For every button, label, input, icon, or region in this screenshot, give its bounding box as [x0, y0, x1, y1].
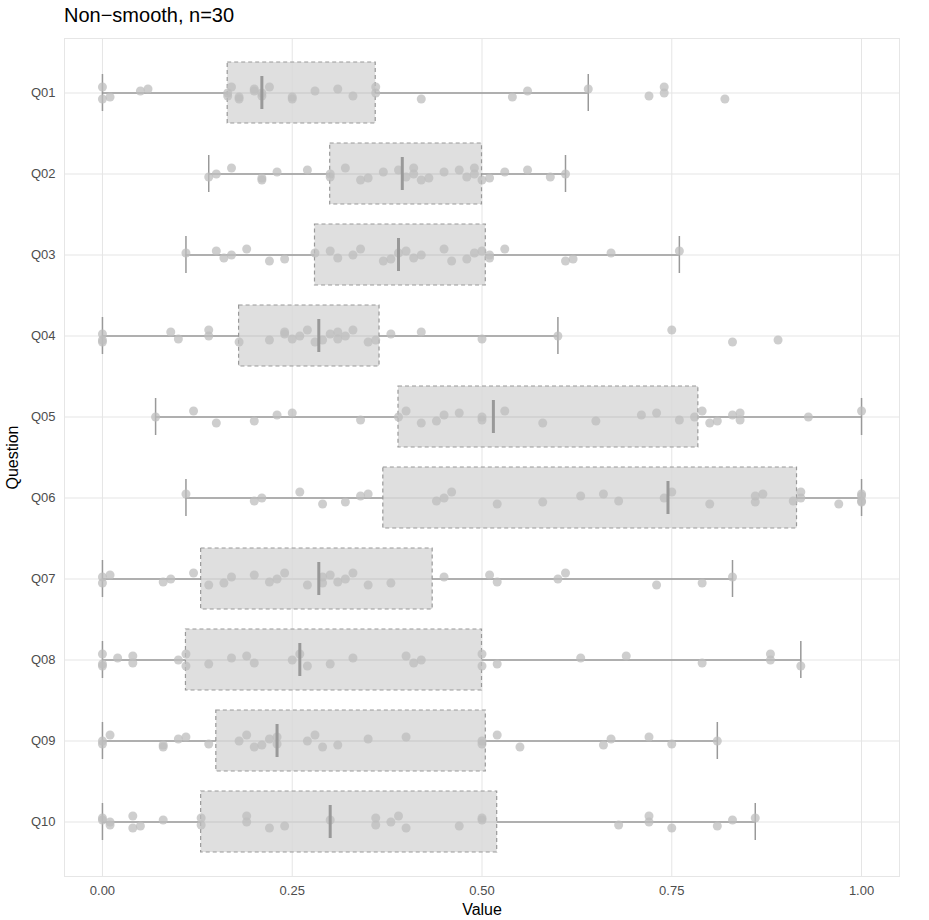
svg-text:Q05: Q05 [31, 409, 56, 424]
svg-text:Q03: Q03 [31, 247, 56, 262]
svg-text:Q08: Q08 [31, 652, 56, 667]
svg-text:Q04: Q04 [31, 328, 56, 343]
svg-text:Q02: Q02 [31, 166, 56, 181]
svg-text:0.75: 0.75 [659, 883, 684, 898]
svg-text:Q09: Q09 [31, 733, 56, 748]
svg-text:0.25: 0.25 [280, 883, 305, 898]
svg-text:Q07: Q07 [31, 571, 56, 586]
svg-text:Value: Value [462, 901, 502, 918]
svg-text:Question: Question [4, 425, 21, 489]
svg-text:Q10: Q10 [31, 814, 56, 829]
svg-text:1.00: 1.00 [849, 883, 874, 898]
svg-text:0.00: 0.00 [90, 883, 115, 898]
svg-text:Q06: Q06 [31, 490, 56, 505]
svg-text:Q01: Q01 [31, 85, 56, 100]
svg-text:0.50: 0.50 [469, 883, 494, 898]
html-text:Non−smooth, n=30: Non−smooth, n=30 [64, 4, 235, 26]
